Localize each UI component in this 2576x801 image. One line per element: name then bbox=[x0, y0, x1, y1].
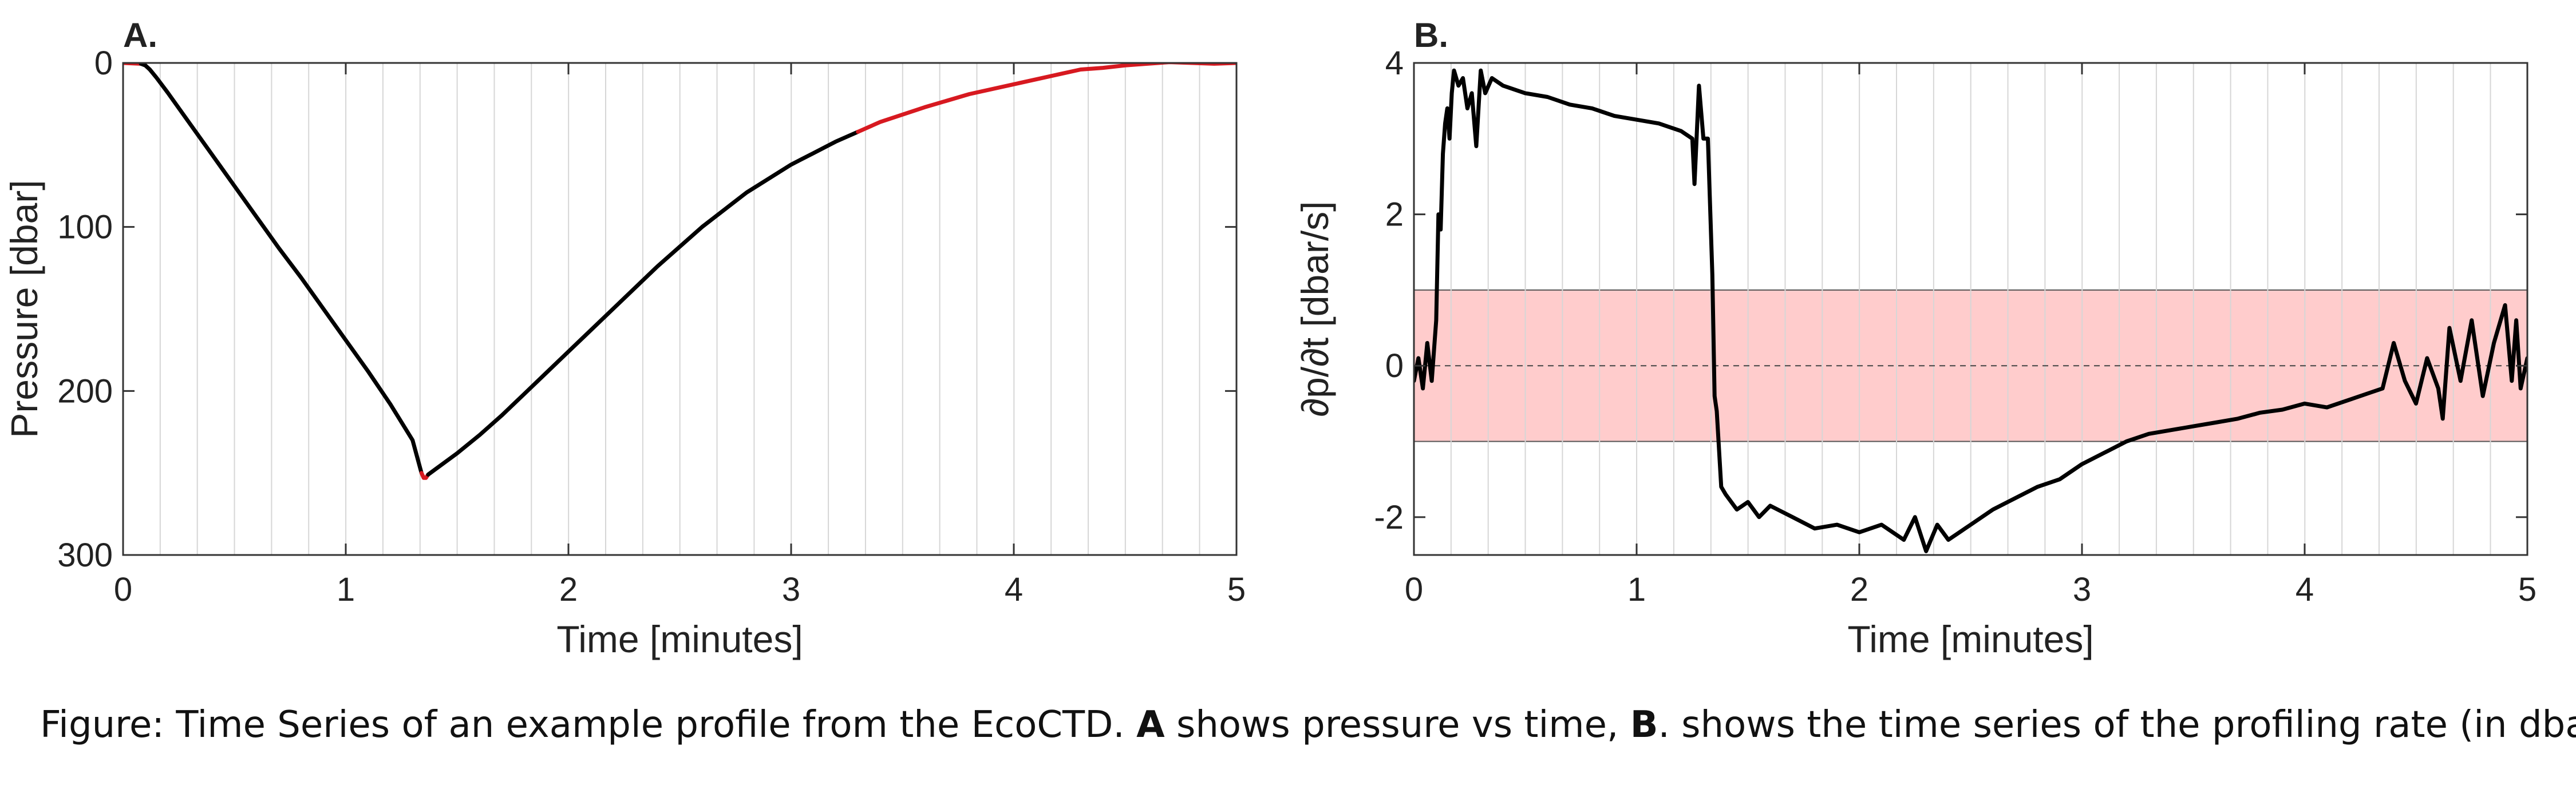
x-axis-label: Time [minutes] bbox=[556, 618, 803, 660]
x-tick-label: 5 bbox=[1227, 571, 1246, 608]
x-tick-label: 3 bbox=[2073, 571, 2091, 608]
caption-middle: shows pressure vs time, bbox=[1164, 704, 1630, 746]
y-tick-label: 300 bbox=[57, 537, 113, 574]
y-tick-label: 2 bbox=[1385, 196, 1404, 233]
x-tick-label: 0 bbox=[1405, 571, 1423, 608]
x-tick-label: 1 bbox=[1627, 571, 1646, 608]
data-series-1 bbox=[1414, 68, 2527, 553]
x-tick-label: 3 bbox=[782, 571, 800, 608]
y-tick-label: -2 bbox=[1374, 499, 1404, 536]
y-axis-label: Pressure [dbar] bbox=[3, 180, 45, 438]
axes-frame bbox=[122, 62, 1238, 556]
y-tick-label: 4 bbox=[1385, 45, 1404, 82]
y-axis-label: ∂p/∂t [dbar/s] bbox=[1294, 201, 1336, 417]
y-tick-label: 200 bbox=[57, 372, 113, 410]
data-series-5 bbox=[856, 63, 1236, 134]
x-tick-label: 5 bbox=[2518, 571, 2537, 608]
x-tick-label: 0 bbox=[114, 571, 132, 608]
x-axis-label: Time [minutes] bbox=[1847, 618, 2093, 660]
caption-suffix: . shows the time series of the profiling… bbox=[1658, 704, 2576, 746]
figure-caption: Figure: Time Series of an example profil… bbox=[40, 704, 2576, 746]
panel-label: A. bbox=[123, 16, 157, 54]
data-series-4 bbox=[426, 129, 860, 477]
x-tick-label: 2 bbox=[559, 571, 578, 608]
y-tick-label: 100 bbox=[57, 209, 113, 246]
x-tick-label: 2 bbox=[1850, 571, 1868, 608]
panel-label: B. bbox=[1414, 16, 1448, 54]
chart-panel-1: 0 1 2 3 4 5 0 100 200 300 Time [minutes] Pressure [… bbox=[3, 16, 1246, 660]
x-tick-label: 4 bbox=[2296, 571, 2314, 608]
y-tick-label: 0 bbox=[94, 45, 113, 82]
x-tick-label: 4 bbox=[1005, 571, 1023, 608]
axes-frame bbox=[1413, 62, 2528, 556]
y-tick-label: 0 bbox=[1385, 347, 1404, 384]
caption-bold-b: B bbox=[1630, 704, 1658, 746]
x-tick-label: 1 bbox=[337, 571, 355, 608]
caption-bold-a: A bbox=[1136, 704, 1165, 746]
caption-prefix: Figure: Time Series of an example profil… bbox=[40, 704, 1137, 746]
data-series-2 bbox=[139, 63, 424, 475]
